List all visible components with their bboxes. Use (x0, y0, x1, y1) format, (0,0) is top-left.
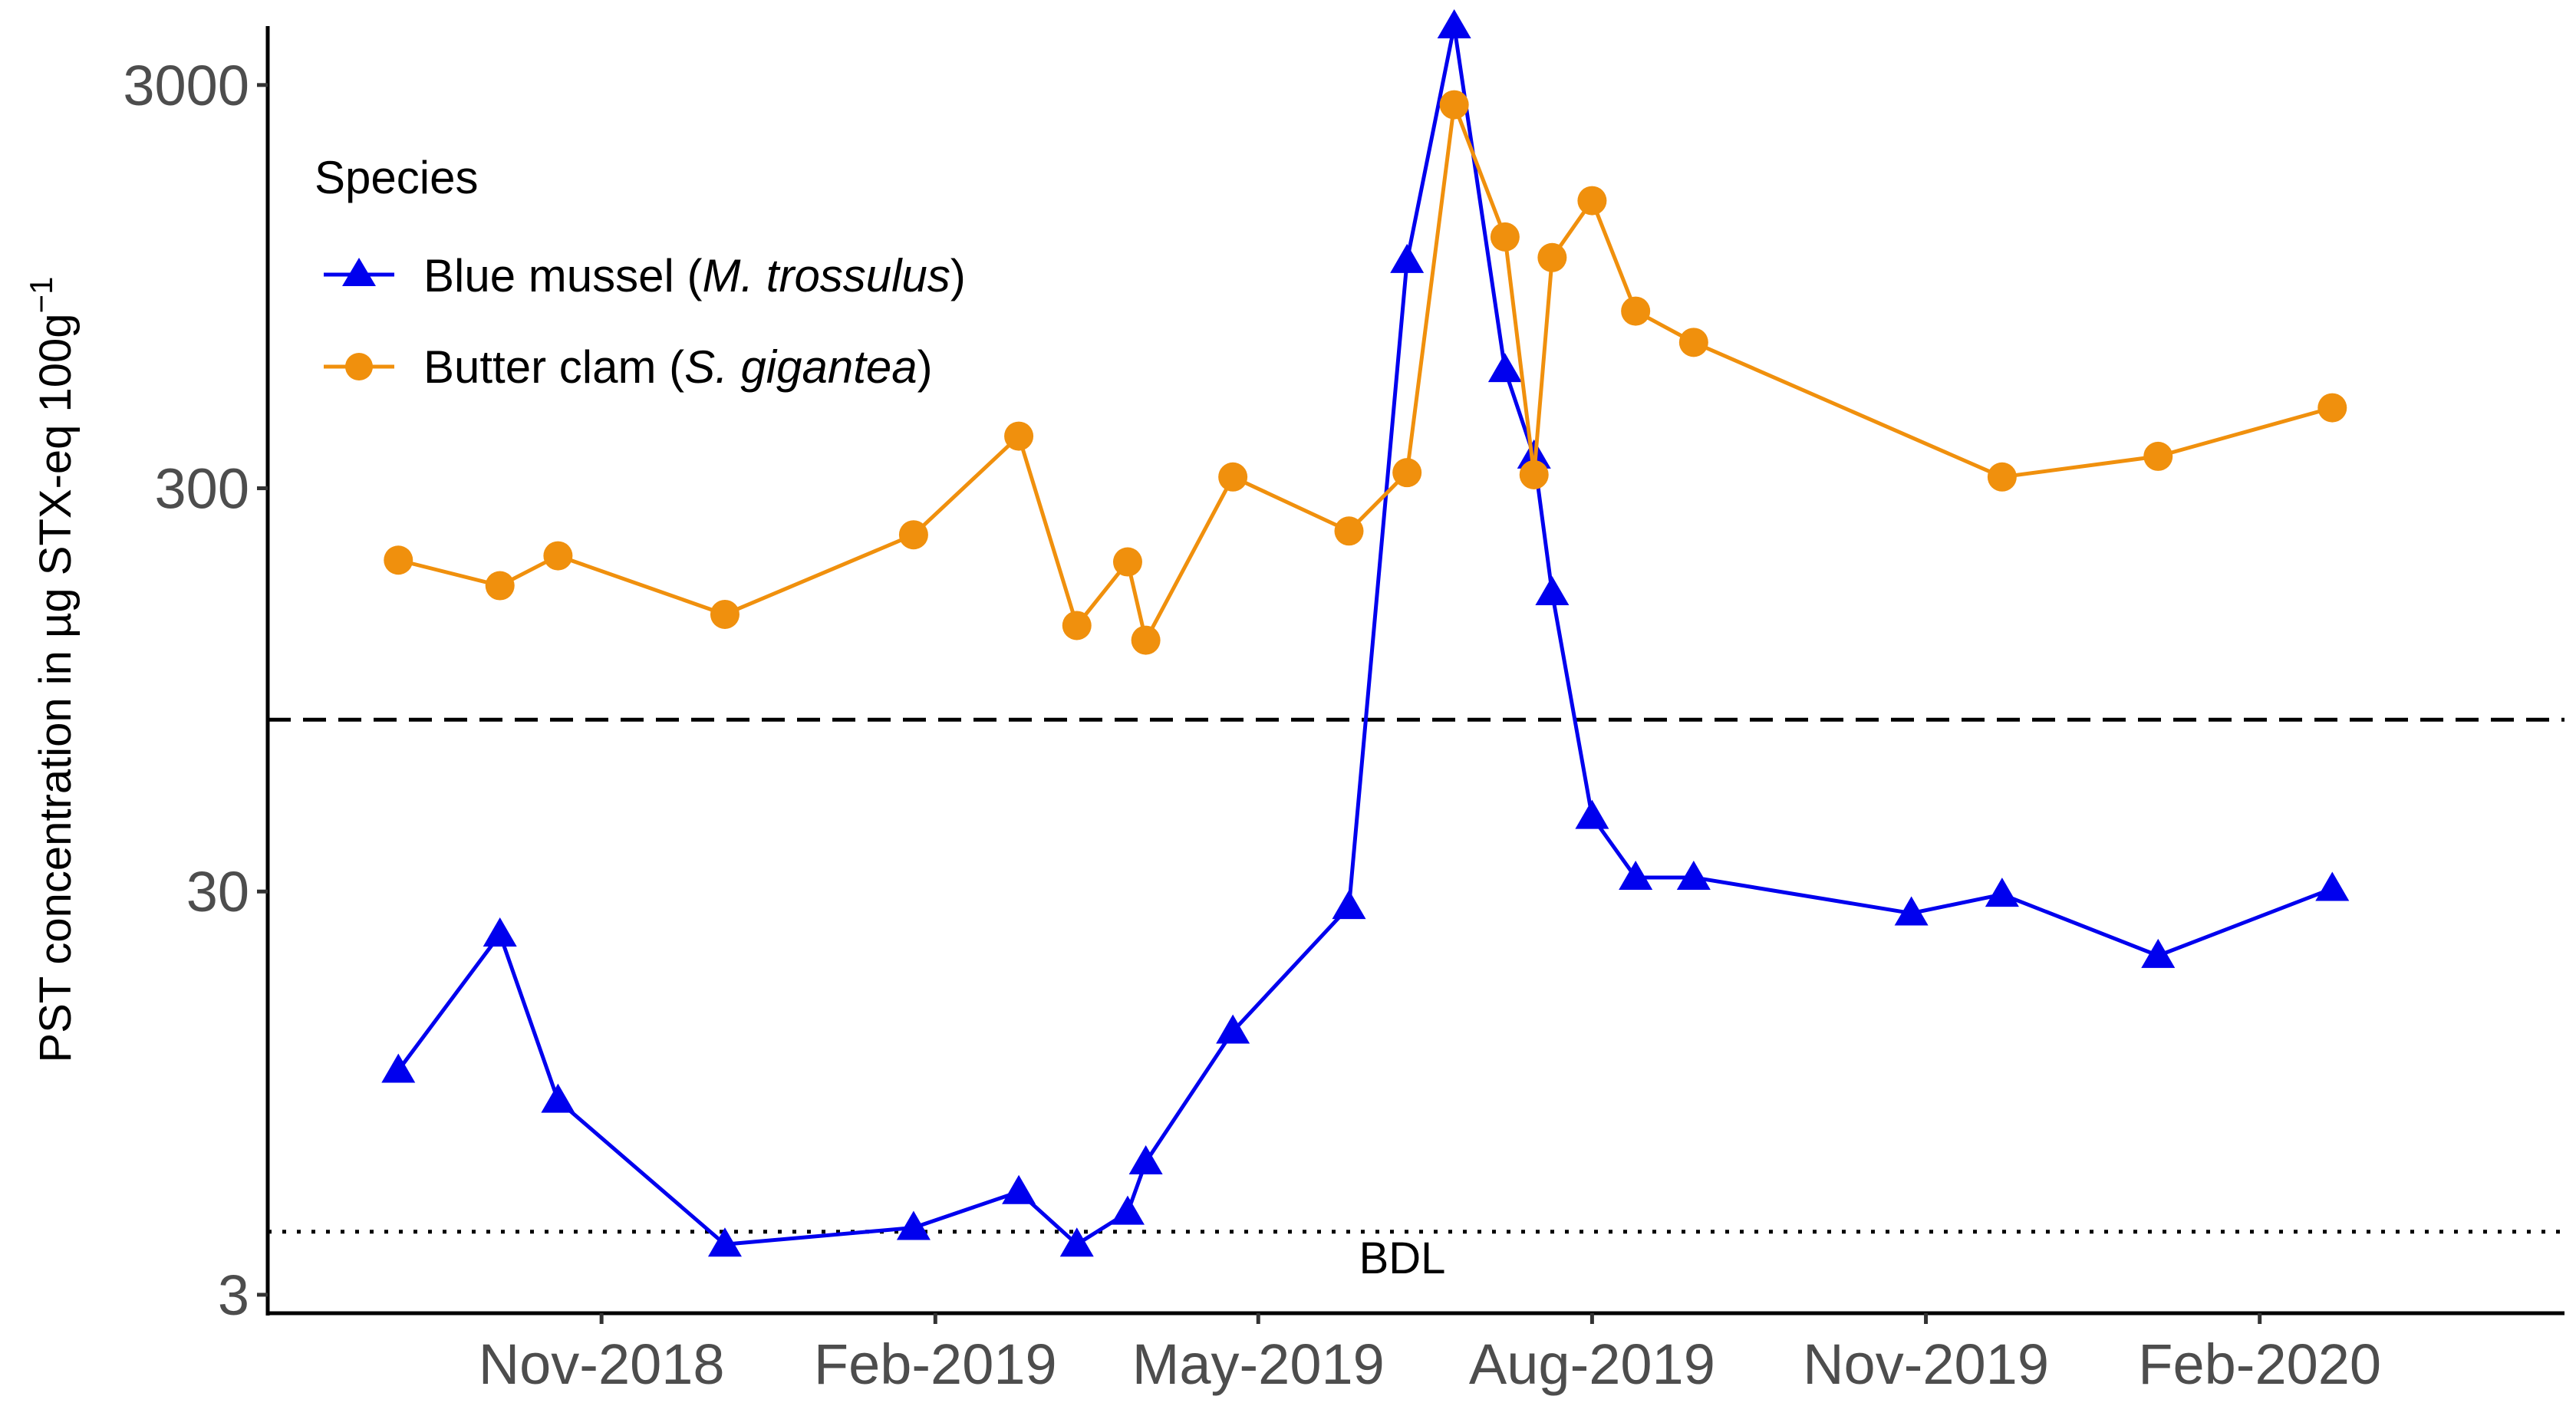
mussel-point (1437, 9, 1471, 38)
legend: Species Blue mussel (M. trossulus) Butte… (315, 152, 966, 393)
mussel-point (1487, 353, 1522, 383)
mussel-point (1216, 1014, 1250, 1044)
mussel-point (1128, 1144, 1163, 1174)
mussel-point (1110, 1195, 1145, 1225)
x-tick-label: Feb-2020 (2138, 1332, 2381, 1396)
x-tick-label: May-2019 (1132, 1332, 1385, 1396)
mussel-point (1059, 1227, 1094, 1257)
clam-point (1678, 328, 1708, 357)
mussel-point (896, 1210, 931, 1240)
clam-point (485, 571, 515, 601)
bdl-label: BDL (1359, 1233, 1446, 1283)
legend-label-mussel: Blue mussel (M. trossulus) (423, 250, 966, 301)
clam-point (1519, 459, 1549, 489)
mussel-point (707, 1227, 742, 1257)
clam-point (1537, 242, 1567, 272)
mussel-point (1002, 1174, 1036, 1204)
x-tick-label: Nov-2018 (479, 1332, 725, 1396)
mussel-point (1676, 860, 1711, 890)
clam-point (1439, 90, 1469, 120)
clam-point (898, 520, 928, 550)
x-tick-label: Feb-2019 (814, 1332, 1057, 1396)
legend-label-clam-species: S. gigantea (684, 341, 917, 393)
y-axis-title: PST concentration in µg STX-eq 100g−1 (23, 277, 81, 1063)
x-tick-label: Nov-2019 (1803, 1332, 2049, 1396)
legend-key-marker-mussel (342, 258, 376, 286)
mussel-point (541, 1083, 575, 1113)
clam-point (1490, 222, 1520, 252)
clam-point (2143, 441, 2173, 471)
y-tick-label: 30 (186, 860, 249, 924)
clam-point (1577, 186, 1607, 216)
mussel-point (2315, 871, 2350, 901)
mussel-point (1535, 576, 1570, 606)
legend-label-clam-suffix: ) (917, 341, 933, 393)
mussel-point (1390, 243, 1425, 273)
clam-point (1987, 462, 2017, 492)
mussel-point (1619, 860, 1653, 890)
mussel-point (483, 917, 517, 947)
clam-point (1112, 547, 1142, 577)
legend-label-mussel-suffix: ) (950, 250, 966, 301)
clam-point (543, 541, 573, 571)
legend-key-marker-clam (345, 353, 373, 380)
legend-label-clam-prefix: Butter clam ( (423, 341, 684, 393)
clam-point (1062, 611, 1092, 640)
clam-point (710, 599, 740, 629)
x-tick-label: Aug-2019 (1469, 1332, 1715, 1396)
y-tick-label: 3 (218, 1263, 249, 1327)
plot-area (268, 9, 2564, 1257)
mussel-point (1894, 896, 1929, 926)
legend-label-mussel-species: M. trossulus (702, 250, 950, 301)
mussel-series-line (397, 24, 2334, 1246)
y-tick-label: 300 (155, 457, 249, 521)
y-axis-title-text: PST concentration in µg STX-eq 100g (31, 313, 81, 1062)
mussel-point (1985, 878, 2019, 907)
legend-label-clam: Butter clam (S. gigantea) (423, 341, 933, 393)
legend-title: Species (315, 152, 478, 203)
clam-point (1621, 296, 1651, 326)
legend-label-mussel-prefix: Blue mussel ( (423, 250, 702, 301)
y-tick-label: 3000 (123, 54, 249, 117)
clam-point (1004, 421, 1034, 451)
x-ticks: Nov-2018 Feb-2019 May-2019 Aug-2019 Nov-2019… (479, 1313, 2381, 1396)
clam-point (1334, 516, 1364, 546)
clam-series-line (397, 103, 2333, 643)
clam-point (384, 545, 413, 575)
clam-point (1392, 458, 1422, 488)
mussel-point (381, 1053, 416, 1083)
mussel-point (2141, 938, 2176, 968)
clam-point (1218, 462, 1248, 492)
clam-point (2317, 393, 2347, 423)
y-ticks: 3 30 300 3000 (123, 54, 268, 1327)
mussel-point (1575, 799, 1609, 829)
clam-point (1131, 625, 1161, 655)
y-axis-title-superscript: −1 (23, 277, 59, 314)
mussel-point (1332, 890, 1366, 920)
